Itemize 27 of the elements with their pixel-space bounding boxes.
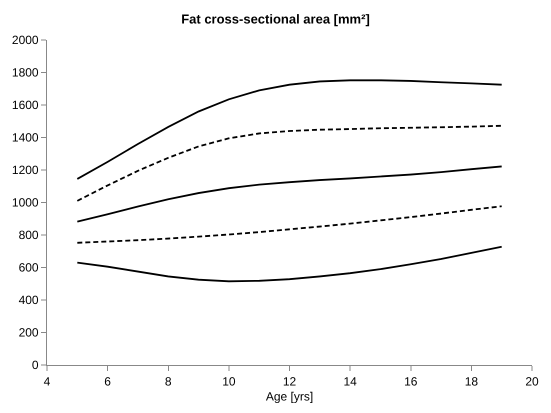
x-tick-label: 14 bbox=[343, 374, 358, 388]
x-tick-label: 20 bbox=[525, 374, 539, 388]
x-tick-label: 8 bbox=[164, 374, 172, 388]
y-tick-label: 600 bbox=[18, 260, 39, 275]
line-series bbox=[76, 205, 503, 244]
line-series bbox=[76, 124, 503, 202]
y-tick-label: 800 bbox=[18, 228, 39, 242]
x-tick-label: 12 bbox=[282, 374, 296, 388]
y-tick-label: 1000 bbox=[12, 196, 39, 210]
y-tick-label: 1600 bbox=[12, 98, 39, 112]
x-axis-title: Age [yrs] bbox=[266, 389, 314, 404]
x-tick-label: 4 bbox=[44, 374, 51, 388]
y-tick-label: 2000 bbox=[12, 33, 39, 48]
x-tick-label: 16 bbox=[404, 374, 418, 388]
y-tick-label: 1800 bbox=[12, 66, 39, 80]
y-tick-label: 0 bbox=[32, 358, 39, 372]
x-tick-label: 18 bbox=[464, 374, 478, 388]
y-tick-label: 200 bbox=[18, 326, 39, 340]
line-series bbox=[76, 166, 503, 223]
x-tick-label: 10 bbox=[222, 374, 236, 388]
line-series bbox=[76, 79, 503, 180]
y-tick-label: 1400 bbox=[12, 130, 39, 145]
line-series bbox=[76, 246, 503, 282]
chart-title: Fat cross-sectional area [mm²] bbox=[181, 12, 370, 27]
y-tick-label: 1200 bbox=[12, 163, 39, 178]
y-tick-label: 400 bbox=[18, 293, 39, 308]
x-tick-label: 6 bbox=[104, 374, 112, 388]
